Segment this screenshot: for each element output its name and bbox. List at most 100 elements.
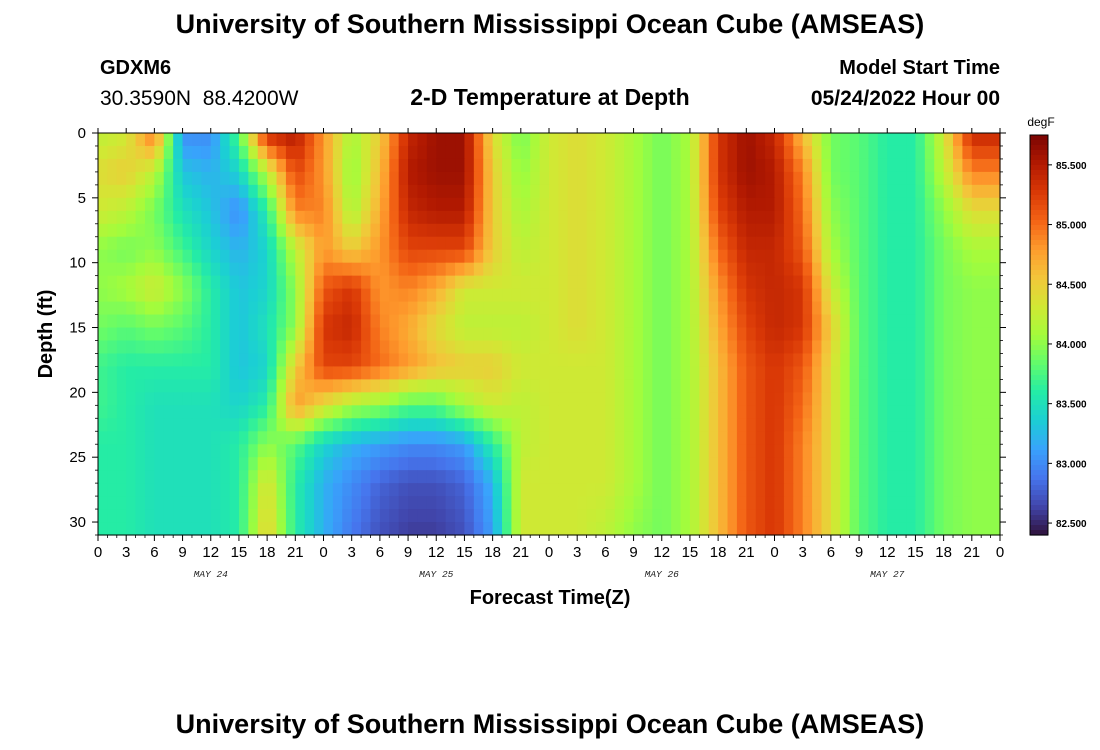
heatmap-cell bbox=[990, 405, 1001, 419]
heatmap-cell bbox=[144, 197, 155, 212]
heatmap-cell bbox=[238, 405, 249, 419]
heatmap-cell bbox=[389, 210, 400, 225]
heatmap-cell bbox=[248, 262, 259, 277]
heatmap-cell bbox=[680, 171, 691, 186]
heatmap-cell bbox=[285, 522, 296, 536]
heatmap-cell bbox=[671, 275, 682, 290]
heatmap-cell bbox=[483, 418, 494, 432]
heatmap-cell bbox=[821, 509, 832, 523]
heatmap-cell bbox=[990, 418, 1001, 432]
heatmap-cell bbox=[295, 353, 306, 368]
heatmap-cell bbox=[849, 418, 860, 432]
heatmap-cell bbox=[624, 509, 635, 523]
heatmap-cell bbox=[238, 171, 249, 186]
heatmap-cell bbox=[906, 418, 917, 432]
heatmap-cell bbox=[323, 223, 334, 238]
x-tick-label: 21 bbox=[512, 544, 529, 561]
heatmap-cell bbox=[943, 379, 954, 393]
heatmap-cell bbox=[840, 314, 851, 329]
heatmap-cell bbox=[887, 483, 898, 497]
heatmap-cell bbox=[144, 158, 155, 173]
heatmap-cell bbox=[746, 249, 757, 264]
heatmap-cell bbox=[220, 158, 231, 173]
heatmap-cell bbox=[304, 275, 315, 290]
heatmap-cell bbox=[549, 522, 559, 536]
heatmap-cell bbox=[455, 496, 466, 510]
colorbar-step bbox=[1030, 375, 1048, 381]
heatmap-cell bbox=[201, 145, 212, 160]
heatmap-cell bbox=[126, 184, 137, 199]
heatmap-cell bbox=[642, 133, 653, 147]
heatmap-cell bbox=[248, 288, 259, 303]
heatmap-cell bbox=[455, 444, 466, 458]
heatmap-cell bbox=[530, 431, 541, 445]
heatmap-cell bbox=[549, 509, 559, 523]
heatmap-cell bbox=[520, 158, 531, 173]
heatmap-cell bbox=[859, 133, 870, 147]
heatmap-cell bbox=[389, 444, 400, 458]
heatmap-cell bbox=[135, 210, 146, 225]
heatmap-cell bbox=[492, 353, 503, 368]
heatmap-cell bbox=[426, 223, 437, 238]
heatmap-cell bbox=[887, 223, 898, 238]
heatmap-cell bbox=[812, 197, 823, 212]
heatmap-cell bbox=[539, 444, 550, 458]
heatmap-cell bbox=[220, 496, 231, 510]
heatmap-cell bbox=[877, 262, 888, 277]
heatmap-cell bbox=[595, 171, 606, 186]
heatmap-cell bbox=[436, 301, 447, 316]
heatmap-cell bbox=[520, 509, 531, 523]
heatmap-cell bbox=[915, 340, 926, 355]
heatmap-cell bbox=[755, 184, 766, 199]
heatmap-cell bbox=[605, 197, 616, 212]
heatmap-cell bbox=[267, 522, 278, 536]
heatmap-cell bbox=[238, 158, 249, 173]
heatmap-cell bbox=[605, 223, 616, 238]
heatmap-cell bbox=[389, 197, 400, 212]
heatmap-cell bbox=[859, 444, 870, 458]
heatmap-cell bbox=[943, 353, 954, 368]
heatmap-cell bbox=[680, 392, 691, 406]
heatmap-cell bbox=[896, 470, 907, 484]
heatmap-cell bbox=[436, 275, 447, 290]
heatmap-cell bbox=[276, 496, 287, 510]
heatmap-cell bbox=[877, 366, 888, 380]
heatmap-cell bbox=[661, 379, 672, 393]
heatmap-cell bbox=[473, 301, 484, 316]
heatmap-cell bbox=[783, 327, 794, 342]
heatmap-cell bbox=[135, 145, 146, 160]
heatmap-cell bbox=[107, 431, 118, 445]
heatmap-cell bbox=[990, 457, 1001, 471]
heatmap-cell bbox=[126, 327, 137, 342]
heatmap-cell bbox=[144, 145, 155, 160]
heatmap-cell bbox=[417, 431, 428, 445]
heatmap-cell bbox=[408, 522, 419, 536]
heatmap-cell bbox=[314, 509, 325, 523]
heatmap-cell bbox=[915, 249, 926, 264]
heatmap-cell bbox=[549, 496, 559, 510]
heatmap-cell bbox=[671, 509, 682, 523]
heatmap-cell bbox=[408, 314, 419, 329]
heatmap-cell bbox=[154, 444, 165, 458]
heatmap-cell bbox=[342, 405, 353, 419]
heatmap-cell bbox=[520, 133, 531, 147]
heatmap-cell bbox=[802, 223, 813, 238]
heatmap-cell bbox=[586, 379, 597, 393]
heatmap-cell bbox=[802, 444, 813, 458]
heatmap-cell bbox=[934, 236, 945, 251]
heatmap-cell bbox=[642, 509, 653, 523]
heatmap-cell bbox=[116, 171, 127, 186]
heatmap-cell bbox=[859, 314, 870, 329]
heatmap-cell bbox=[314, 405, 325, 419]
heatmap-cell bbox=[135, 418, 146, 432]
heatmap-cell bbox=[605, 249, 616, 264]
heatmap-cell bbox=[783, 145, 794, 160]
heatmap-cell bbox=[558, 249, 569, 264]
heatmap-cell bbox=[577, 327, 588, 342]
heatmap-cell bbox=[567, 158, 578, 173]
heatmap-cell bbox=[229, 522, 240, 536]
heatmap-cell bbox=[689, 133, 700, 147]
heatmap-cell bbox=[586, 275, 597, 290]
heatmap-cell bbox=[849, 133, 860, 147]
heatmap-cell bbox=[671, 249, 682, 264]
